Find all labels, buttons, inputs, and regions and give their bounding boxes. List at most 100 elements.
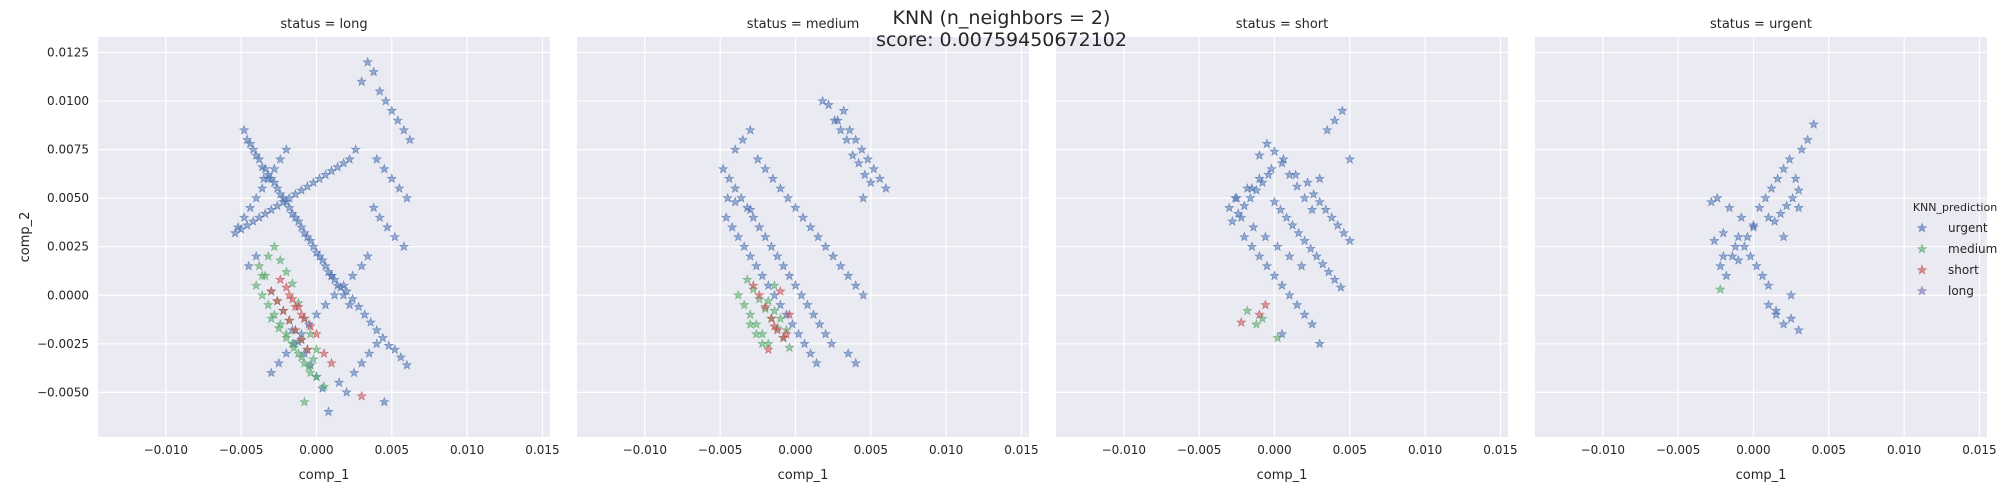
data-point [769, 289, 780, 300]
data-point [1299, 309, 1310, 320]
data-point [1246, 183, 1258, 193]
x-tick-label: 0.000 [1257, 443, 1291, 457]
data-point [757, 270, 768, 281]
data-point [250, 250, 262, 261]
data-point [401, 359, 413, 370]
data-point [739, 241, 750, 252]
data-point [868, 163, 880, 174]
data-point [326, 165, 337, 176]
data-point [865, 177, 877, 188]
data-point [281, 282, 292, 292]
panel-1: −0.010 −0.005 0.000 0.005 0.010 0.015 −0.0050 −… [37, 17, 560, 483]
data-point [775, 299, 786, 310]
data-point [1284, 289, 1295, 300]
data-point [1254, 250, 1265, 261]
data-point [775, 313, 786, 323]
y-tick-label: −0.0050 [37, 385, 89, 399]
data-point [1808, 118, 1819, 129]
y-tick-label: 0.0050 [47, 191, 89, 205]
data-point [257, 183, 268, 193]
data-point [817, 95, 828, 106]
data-point [1272, 241, 1283, 252]
panel-title: status = medium [747, 17, 860, 32]
data-point [772, 324, 783, 335]
data-point [1305, 243, 1316, 254]
data-point [760, 301, 771, 312]
data-point [232, 221, 244, 232]
data-point [296, 334, 307, 345]
data-point [257, 270, 268, 281]
series-urgent [1224, 105, 1356, 349]
data-point [1718, 250, 1729, 261]
x-tick-label: −0.005 [1177, 443, 1221, 457]
data-point [1712, 192, 1723, 203]
data-point [326, 357, 337, 368]
data-point [814, 318, 825, 329]
data-point [1251, 318, 1262, 329]
data-point [278, 196, 289, 207]
x-tick-label: −0.005 [698, 443, 742, 457]
data-point [1772, 173, 1783, 184]
data-point [1320, 204, 1331, 215]
data-point [769, 320, 780, 331]
data-point [862, 153, 874, 164]
data-point [1329, 274, 1340, 285]
data-point [1338, 227, 1349, 238]
data-point [394, 183, 405, 193]
data-point [344, 299, 355, 310]
data-point [1730, 241, 1741, 252]
data-point [1733, 231, 1744, 242]
data-point [266, 204, 277, 215]
data-point [751, 328, 762, 339]
data-point [263, 299, 274, 310]
data-point [395, 351, 407, 362]
data-point [745, 250, 756, 261]
data-point [748, 212, 759, 223]
data-point [826, 338, 837, 349]
data-point [347, 270, 358, 281]
data-point [1307, 318, 1318, 329]
legend-marker [1916, 264, 1928, 275]
data-point [726, 221, 738, 232]
data-point [398, 124, 410, 135]
data-point [1245, 192, 1256, 203]
data-point [1239, 231, 1250, 242]
legend-title: KNN_prediction [1913, 201, 1997, 214]
data-point [314, 173, 325, 184]
data-point [318, 381, 330, 391]
data-point [371, 338, 382, 349]
data-point [1760, 192, 1771, 203]
data-point [1257, 177, 1268, 188]
series-urgent [1706, 118, 1819, 335]
x-tick-label: 0.015 [1483, 443, 1517, 457]
data-point [802, 299, 813, 310]
data-point [293, 348, 304, 358]
data-point [341, 285, 352, 296]
series-urgent [229, 56, 416, 417]
x-tick-label: −0.010 [623, 443, 667, 457]
legend-label-medium: medium [1948, 242, 1997, 256]
data-point [1736, 212, 1747, 223]
data-point [1778, 231, 1789, 242]
data-point [729, 183, 741, 193]
data-point [1763, 299, 1774, 310]
data-point [729, 196, 741, 207]
data-point [1766, 183, 1777, 193]
data-point [835, 260, 846, 271]
data-point [856, 144, 867, 155]
data-point [1802, 134, 1813, 145]
data-point [1778, 318, 1789, 329]
data-point [275, 254, 286, 265]
data-point [269, 163, 280, 174]
data-point [772, 250, 783, 261]
x-tick-label: 0.015 [1962, 443, 1996, 457]
data-point [368, 66, 379, 77]
data-point [1754, 202, 1765, 213]
data-point [754, 289, 765, 300]
panel-title: status = urgent [1710, 17, 1812, 32]
data-point [745, 204, 756, 215]
data-point [296, 309, 307, 320]
data-point [269, 241, 280, 252]
data-point [1314, 338, 1325, 349]
data-point [1781, 200, 1792, 211]
